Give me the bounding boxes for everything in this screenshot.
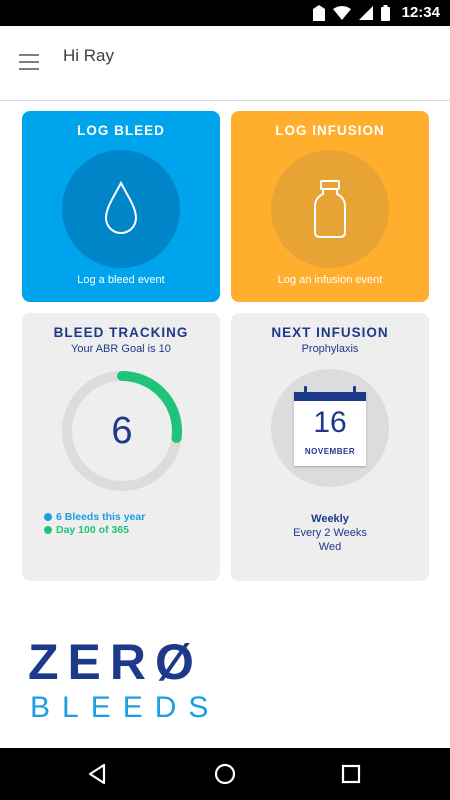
logo-line-zero: ZERØ (28, 634, 203, 690)
log-bleed-subtitle: Log a bleed event (77, 274, 165, 286)
next-infusion-card[interactable]: NEXT INFUSION Prophylaxis 16 NOVEMBER We… (231, 313, 429, 581)
log-infusion-circle (271, 150, 389, 268)
status-bar: 12:34 (0, 0, 450, 26)
wifi-icon (332, 5, 351, 20)
legend-label-days: Day 100 of 365 (56, 523, 129, 536)
legend-dot-bleeds (44, 512, 52, 521)
bleed-tracking-title: BLEED TRACKING (53, 325, 189, 340)
calendar-icon: 16 NOVEMBER (294, 386, 366, 466)
legend-item-bleeds: 6 Bleeds this year (44, 510, 145, 523)
bleed-legend: 6 Bleeds this year Day 100 of 365 (44, 510, 145, 536)
schedule-frequency: Weekly (311, 513, 349, 525)
system-nav-bar (0, 748, 450, 800)
log-infusion-title: LOG INFUSION (275, 123, 385, 138)
schedule-day: Wed (318, 541, 342, 553)
log-bleed-circle (62, 150, 180, 268)
infusion-month: NOVEMBER (304, 447, 356, 456)
log-infusion-subtitle: Log an infusion event (277, 274, 383, 286)
battery-icon (380, 4, 390, 21)
infusion-type: Prophylaxis (301, 343, 359, 355)
bleed-progress-ring (62, 371, 182, 491)
recents-icon[interactable] (339, 762, 363, 786)
next-infusion-title: NEXT INFUSION (271, 325, 389, 340)
log-bleed-card[interactable]: LOG BLEED Log a bleed event (22, 111, 220, 302)
bleed-count: 6 (111, 410, 133, 452)
infusion-day: 16 (313, 406, 347, 439)
legend-item-days: Day 100 of 365 (44, 523, 145, 536)
legend-dot-days (44, 525, 52, 534)
signal-icon (358, 5, 373, 20)
status-icons: 12:34 (312, 4, 440, 21)
infusion-schedule: Weekly Every 2 Weeks Wed (231, 512, 429, 554)
drop-icon (104, 180, 138, 234)
vpn-key-icon (312, 4, 325, 21)
abr-goal-text: Your ABR Goal is 10 (71, 343, 171, 355)
schedule-interval: Every 2 Weeks (293, 527, 367, 539)
home-icon[interactable] (213, 762, 237, 786)
legend-label-bleeds: 6 Bleeds this year (56, 510, 146, 523)
greeting-title: Hi Ray (63, 46, 115, 65)
zero-bleeds-logo: ZERØ BLEEDS (28, 632, 228, 727)
hamburger-menu-icon[interactable] (19, 54, 39, 70)
bleed-tracking-card[interactable]: BLEED TRACKING Your ABR Goal is 10 6 6 B… (22, 313, 220, 581)
vial-icon (314, 180, 346, 238)
app-bar: Hi Ray (0, 26, 450, 101)
log-bleed-title: LOG BLEED (77, 123, 165, 138)
log-infusion-card[interactable]: LOG INFUSION Log an infusion event (231, 111, 429, 302)
status-time: 12:34 (401, 4, 440, 21)
logo-line-bleeds: BLEEDS (30, 691, 221, 724)
back-icon[interactable] (86, 762, 110, 786)
bleed-progress-arc (62, 371, 182, 491)
